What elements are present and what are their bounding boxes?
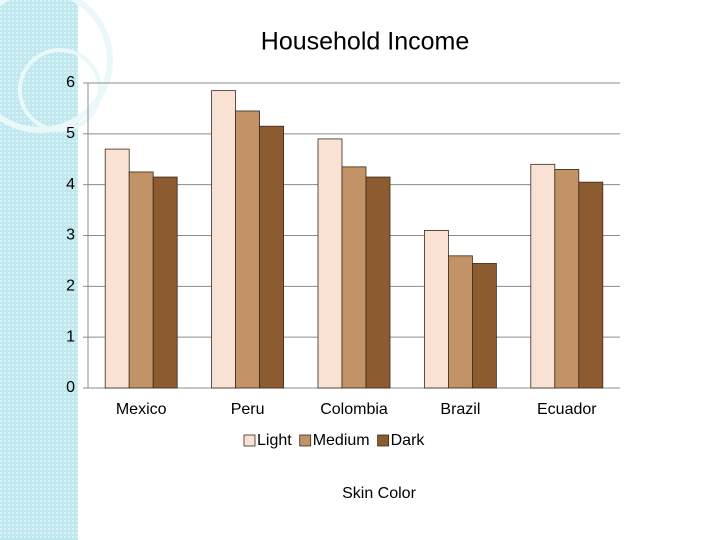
- bar: [104, 148, 130, 389]
- bar: [447, 255, 473, 389]
- x-tick-label: Mexico: [116, 401, 167, 418]
- bar: [365, 176, 391, 389]
- y-tick-label: 6: [66, 74, 75, 91]
- legend-label: Dark: [391, 432, 426, 449]
- bar: [423, 230, 449, 389]
- x-tick-label: Ecuador: [537, 401, 597, 418]
- chart-title: Household Income: [261, 28, 469, 56]
- bar: [235, 110, 261, 389]
- bar: [578, 181, 604, 389]
- y-tick-label: 3: [66, 227, 75, 244]
- legend-swatch: [377, 434, 390, 447]
- bar: [530, 163, 556, 389]
- bar: [211, 90, 237, 389]
- y-tick-label: 0: [66, 379, 75, 396]
- y-tick-label: 5: [66, 125, 75, 142]
- y-tick-label: 1: [66, 328, 75, 345]
- bar: [317, 138, 343, 389]
- bar: [152, 176, 178, 389]
- x-tick-label: Colombia: [320, 401, 388, 418]
- side-decoration: [0, 0, 78, 540]
- y-tick-label: 2: [66, 278, 75, 295]
- bar: [128, 171, 154, 389]
- bar: [259, 125, 285, 389]
- legend-swatch: [299, 434, 312, 447]
- bar: [341, 166, 367, 389]
- decoration-arc: [0, 0, 113, 133]
- x-axis-title: Skin Color: [342, 485, 416, 502]
- decoration-arc: [18, 48, 102, 132]
- legend-swatch: [243, 434, 256, 447]
- y-tick-label: 4: [66, 176, 75, 193]
- x-tick-label: Brazil: [440, 401, 480, 418]
- x-tick-label: Peru: [231, 401, 265, 418]
- bar: [554, 169, 580, 389]
- bar: [471, 263, 497, 389]
- legend-label: Light: [257, 432, 292, 449]
- legend-label: Medium: [313, 432, 370, 449]
